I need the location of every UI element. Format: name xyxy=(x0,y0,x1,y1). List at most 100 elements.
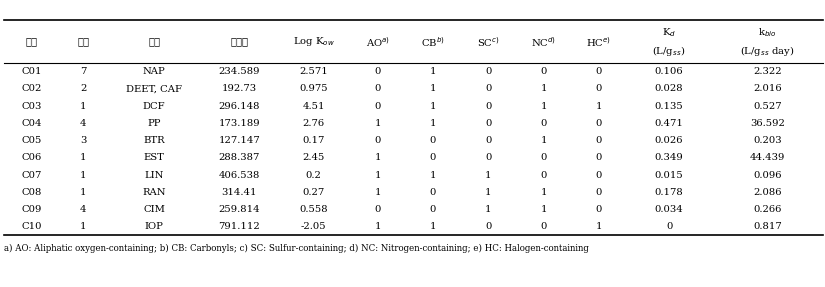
Text: AO$^{a)}$: AO$^{a)}$ xyxy=(365,35,389,49)
Text: 1: 1 xyxy=(80,170,87,180)
Text: C07: C07 xyxy=(21,170,42,180)
Text: 0.026: 0.026 xyxy=(655,136,683,145)
Text: EST: EST xyxy=(144,153,164,162)
Text: 0: 0 xyxy=(375,84,381,94)
Text: 1: 1 xyxy=(375,153,381,162)
Text: RAN: RAN xyxy=(143,188,166,197)
Text: 1: 1 xyxy=(80,153,87,162)
Text: 1: 1 xyxy=(485,170,492,180)
Text: HC$^{e)}$: HC$^{e)}$ xyxy=(587,35,611,49)
Text: 0: 0 xyxy=(485,153,492,162)
Text: 0: 0 xyxy=(430,153,436,162)
Text: K$_d$: K$_d$ xyxy=(662,26,676,39)
Text: 1: 1 xyxy=(430,84,436,94)
Text: 0: 0 xyxy=(540,67,547,76)
Text: 군집: 군집 xyxy=(26,37,38,46)
Text: 0.178: 0.178 xyxy=(655,188,683,197)
Text: C08: C08 xyxy=(21,188,42,197)
Text: 0: 0 xyxy=(485,119,492,128)
Text: 1: 1 xyxy=(485,205,492,214)
Text: 314.41: 314.41 xyxy=(221,188,257,197)
Text: 0: 0 xyxy=(596,136,602,145)
Text: CIM: CIM xyxy=(144,205,165,214)
Text: C05: C05 xyxy=(21,136,42,145)
Text: 0: 0 xyxy=(375,136,381,145)
Text: 259.814: 259.814 xyxy=(219,205,260,214)
Text: 0: 0 xyxy=(485,222,492,231)
Text: a) AO: Aliphatic oxygen-containing; b) CB: Carbonyls; c) SC: Sulfur-containing; : a) AO: Aliphatic oxygen-containing; b) C… xyxy=(4,244,589,253)
Text: 0: 0 xyxy=(540,119,547,128)
Text: 0.096: 0.096 xyxy=(753,170,782,180)
Text: 192.73: 192.73 xyxy=(222,84,257,94)
Text: -2.05: -2.05 xyxy=(301,222,327,231)
Text: 1: 1 xyxy=(430,119,436,128)
Text: 406.538: 406.538 xyxy=(219,170,260,180)
Text: 1: 1 xyxy=(596,222,602,231)
Text: 1: 1 xyxy=(375,170,381,180)
Text: 1: 1 xyxy=(80,102,87,111)
Text: 1: 1 xyxy=(540,205,547,214)
Text: 1: 1 xyxy=(485,188,492,197)
Text: IOP: IOP xyxy=(144,222,163,231)
Text: 0: 0 xyxy=(596,84,602,94)
Text: 1: 1 xyxy=(80,222,87,231)
Text: 0.266: 0.266 xyxy=(753,205,781,214)
Text: NAP: NAP xyxy=(143,67,166,76)
Text: 0.817: 0.817 xyxy=(753,222,782,231)
Text: 1: 1 xyxy=(540,84,547,94)
Text: 0: 0 xyxy=(666,222,672,231)
Text: 0: 0 xyxy=(485,136,492,145)
Text: k$_{bio}$: k$_{bio}$ xyxy=(758,26,777,39)
Text: 0: 0 xyxy=(596,153,602,162)
Text: CB$^{b)}$: CB$^{b)}$ xyxy=(421,35,445,49)
Text: NC$^{d)}$: NC$^{d)}$ xyxy=(531,35,556,49)
Text: BTR: BTR xyxy=(144,136,165,145)
Text: SC$^{c)}$: SC$^{c)}$ xyxy=(477,35,499,49)
Text: 791.112: 791.112 xyxy=(219,222,260,231)
Text: 0.17: 0.17 xyxy=(303,136,325,145)
Text: DEET, CAF: DEET, CAF xyxy=(126,84,182,94)
Text: 1: 1 xyxy=(596,102,602,111)
Text: 0.028: 0.028 xyxy=(655,84,683,94)
Text: 0: 0 xyxy=(485,84,492,94)
Text: 234.589: 234.589 xyxy=(219,67,260,76)
Text: 분자량: 분자량 xyxy=(230,37,248,46)
Text: 0.106: 0.106 xyxy=(655,67,683,76)
Text: 1: 1 xyxy=(540,188,547,197)
Text: 288.387: 288.387 xyxy=(219,153,260,162)
Text: 1: 1 xyxy=(375,119,381,128)
Text: 2.45: 2.45 xyxy=(303,153,325,162)
Text: 0: 0 xyxy=(375,205,381,214)
Text: 1: 1 xyxy=(430,67,436,76)
Text: DCF: DCF xyxy=(143,102,166,111)
Text: C09: C09 xyxy=(21,205,42,214)
Text: 0.558: 0.558 xyxy=(299,205,328,214)
Text: 0.975: 0.975 xyxy=(299,84,328,94)
Text: 마커: 마커 xyxy=(148,37,160,46)
Text: (L/g$_{ss}$ day): (L/g$_{ss}$ day) xyxy=(740,44,794,58)
Text: 0: 0 xyxy=(540,153,547,162)
Text: 개수: 개수 xyxy=(78,37,89,46)
Text: LIN: LIN xyxy=(144,170,164,180)
Text: 1: 1 xyxy=(375,222,381,231)
Text: 0.349: 0.349 xyxy=(655,153,683,162)
Text: 0: 0 xyxy=(596,119,602,128)
Text: 173.189: 173.189 xyxy=(219,119,260,128)
Text: 127.147: 127.147 xyxy=(219,136,260,145)
Text: 0.135: 0.135 xyxy=(655,102,683,111)
Text: 0.471: 0.471 xyxy=(655,119,684,128)
Text: 0: 0 xyxy=(596,205,602,214)
Text: (L/g$_{ss}$): (L/g$_{ss}$) xyxy=(653,44,686,58)
Text: 1: 1 xyxy=(540,102,547,111)
Text: 0: 0 xyxy=(596,170,602,180)
Text: 2.086: 2.086 xyxy=(753,188,782,197)
Text: 0: 0 xyxy=(485,67,492,76)
Text: 1: 1 xyxy=(375,188,381,197)
Text: 0: 0 xyxy=(485,102,492,111)
Text: C02: C02 xyxy=(21,84,42,94)
Text: C10: C10 xyxy=(21,222,42,231)
Text: 1: 1 xyxy=(80,188,87,197)
Text: 0: 0 xyxy=(375,67,381,76)
Text: 0: 0 xyxy=(540,222,547,231)
Text: C06: C06 xyxy=(21,153,42,162)
